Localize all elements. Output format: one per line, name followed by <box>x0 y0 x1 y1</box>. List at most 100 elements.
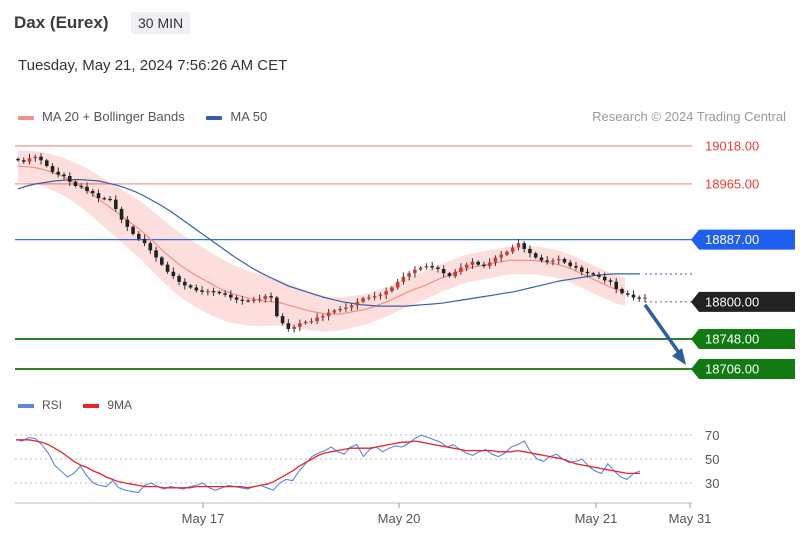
candle-body <box>367 297 371 299</box>
candle-body <box>321 316 325 318</box>
price-label-last: 18800.00 <box>705 294 759 309</box>
candle-body <box>430 266 434 268</box>
candle-body <box>263 296 268 299</box>
moving-averages <box>17 165 640 315</box>
candle-body <box>33 156 38 159</box>
price-label-support: 18748.00 <box>705 331 759 346</box>
x-tick-label: May 17 <box>182 511 225 526</box>
candle-body <box>280 316 285 324</box>
candle-body <box>223 293 227 295</box>
candle-body <box>631 294 636 298</box>
candle-body <box>39 156 43 161</box>
legend-ma20-label: MA 20 + Bollinger Bands <box>42 109 185 124</box>
candle-body <box>73 181 78 187</box>
candle-body <box>499 254 503 258</box>
candle-body <box>447 273 452 277</box>
candle-body <box>194 287 199 291</box>
candle-body <box>113 199 118 209</box>
candle-body <box>188 285 193 288</box>
x-tick-label: May 20 <box>378 511 421 526</box>
legend-rsi-label: RSI <box>42 398 63 412</box>
candle-body <box>96 193 101 199</box>
price-tag-support <box>691 359 795 379</box>
rsi-panel: 30 50 70 <box>15 428 719 494</box>
candle-body <box>292 326 296 329</box>
candle-body <box>418 267 423 270</box>
candle-body <box>562 258 567 263</box>
price-level-labels: 19018.00 18965.00 18887.00 18800.00 18748.00… <box>691 139 795 379</box>
candle-body <box>349 305 354 308</box>
price-label-resistance: 19018.00 <box>705 139 759 154</box>
price-label-support: 18706.00 <box>705 362 759 377</box>
price-label-resistance: 18965.00 <box>705 176 759 191</box>
rsi-tick-label: 50 <box>705 452 719 467</box>
ma20-swatch <box>18 115 34 120</box>
candle-body <box>102 198 107 200</box>
candle-body <box>67 176 72 182</box>
candle-body <box>79 186 84 188</box>
candle-body <box>602 276 607 281</box>
instrument-title: Dax (Eurex) <box>14 13 109 32</box>
candle-body <box>252 299 256 302</box>
x-tick-label: May 31 <box>669 511 712 526</box>
candle-body <box>487 262 492 267</box>
candle-body <box>436 267 440 269</box>
candle-body <box>154 250 158 258</box>
rsi-ma9-line <box>16 439 640 489</box>
candle-body <box>390 287 394 292</box>
candle-body <box>493 257 498 263</box>
candle-body <box>136 233 141 239</box>
candle-body <box>614 281 619 289</box>
candle-body <box>453 271 457 277</box>
price-tag-pivot <box>691 229 795 250</box>
legend-rsi: RSI <box>18 398 62 412</box>
candle-body <box>27 158 32 162</box>
candle-body <box>108 198 112 201</box>
legend-ma9: 9MA <box>83 398 132 412</box>
report-datetime: Tuesday, May 21, 2024 7:56:26 AM CET <box>18 57 288 74</box>
price-label-pivot: 18887.00 <box>705 232 759 247</box>
candle-body <box>355 301 360 306</box>
bollinger-band-area <box>18 150 625 332</box>
candle-body <box>574 266 578 268</box>
candle-body <box>516 243 521 248</box>
candle-body <box>545 260 550 262</box>
candle-body <box>16 158 20 161</box>
candle-body <box>177 276 181 282</box>
candle-body <box>413 269 417 274</box>
candle-body <box>372 296 377 298</box>
candle-body <box>148 243 153 251</box>
candle-body <box>395 281 400 288</box>
candle-body <box>539 257 544 261</box>
candle-body <box>21 160 26 162</box>
candle-body <box>625 293 630 295</box>
credit-text: Research © 2024 Trading Central <box>592 109 786 124</box>
candle-body <box>56 171 61 175</box>
candle-body <box>246 300 250 302</box>
arrow-shaft <box>643 303 684 359</box>
rsi-legend: RSI 9MA <box>18 398 150 412</box>
candle-body <box>361 298 365 302</box>
candle-body <box>637 297 642 299</box>
candle-body <box>344 307 348 309</box>
timeframe-badge[interactable]: 30 MIN <box>131 12 191 34</box>
candle-body <box>591 273 596 275</box>
candle-body <box>608 280 613 282</box>
candle-body <box>332 310 337 313</box>
candle-body <box>234 297 239 300</box>
candle-body <box>119 208 124 220</box>
legend-ma50-label: MA 50 <box>230 109 268 124</box>
candle-body <box>44 160 49 167</box>
candle-body <box>401 276 406 282</box>
candle-body <box>303 321 308 324</box>
candle-body <box>286 323 291 329</box>
candle-body <box>470 261 475 265</box>
candle-body <box>568 262 573 267</box>
candle-body <box>338 308 342 311</box>
candle-body <box>441 268 446 274</box>
candle-body <box>528 248 532 254</box>
candle-body <box>211 291 216 293</box>
candle-body <box>85 186 89 192</box>
candle-body <box>171 271 176 277</box>
